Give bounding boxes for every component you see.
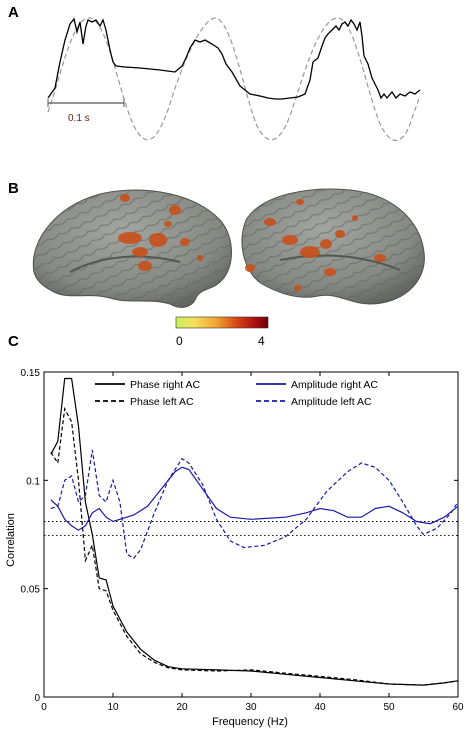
legend-label-amp-right: Amplitude right AC — [291, 379, 378, 391]
left-hemisphere — [32, 189, 232, 308]
time-scale-bar-label: 0.1 s — [68, 113, 90, 124]
y-tick-label: 0.05 — [21, 585, 41, 596]
amplitude-right-ac-line — [50, 466, 459, 531]
phase-right-ac-line — [50, 377, 459, 686]
panel-b-letter: B — [8, 180, 19, 197]
x-tick-label: 40 — [314, 702, 326, 713]
y-tick-label: 0 — [34, 693, 40, 704]
chart-axes: 0 10 20 30 40 50 60 0 0.05 0.1 0.15 — [21, 368, 464, 713]
panel-c-correlation-chart: 0 10 20 30 40 50 60 0 0.05 0.1 0.15 Correlation Fr… — [5, 368, 464, 728]
panel-a-letter: A — [8, 4, 19, 21]
y-tick-label: 0.15 — [21, 368, 41, 379]
x-tick-label: 60 — [452, 702, 464, 713]
chart-series — [44, 377, 459, 686]
legend-label-amp-left: Amplitude left AC — [291, 396, 372, 408]
sinusoid-reference-trace — [47, 17, 421, 141]
left-hemisphere-activations — [118, 194, 203, 271]
plot-frame — [43, 371, 459, 698]
legend-label-phase-left: Phase left AC — [130, 396, 194, 408]
panel-a-waveform-plot: 0.1 s — [47, 17, 421, 141]
panel-c-letter: C — [8, 333, 19, 350]
amplitude-left-ac-line — [50, 449, 459, 560]
right-hemisphere — [241, 188, 425, 305]
phase-left-ac-line — [50, 406, 459, 686]
right-hemisphere-activations — [245, 199, 386, 291]
y-tick-label: 0.1 — [26, 476, 40, 487]
x-tick-label: 10 — [107, 702, 119, 713]
x-tick-label: 30 — [245, 702, 257, 713]
panel-b-brain-maps: 0 4 — [32, 188, 425, 348]
x-axis-label: Frequency (Hz) — [212, 716, 288, 728]
x-tick-label: 0 — [41, 702, 47, 713]
x-tick-label: 20 — [176, 702, 188, 713]
neural-response-trace — [47, 17, 421, 100]
legend: Phase right AC Phase left AC Amplitude r… — [95, 379, 378, 408]
colorbar — [175, 316, 269, 329]
x-tick-label: 50 — [383, 702, 395, 713]
y-axis-label: Correlation — [5, 513, 17, 567]
colorbar-min-label: 0 — [176, 334, 183, 348]
legend-label-phase-right: Phase right AC — [130, 379, 200, 391]
colorbar-max-label: 4 — [258, 334, 265, 348]
